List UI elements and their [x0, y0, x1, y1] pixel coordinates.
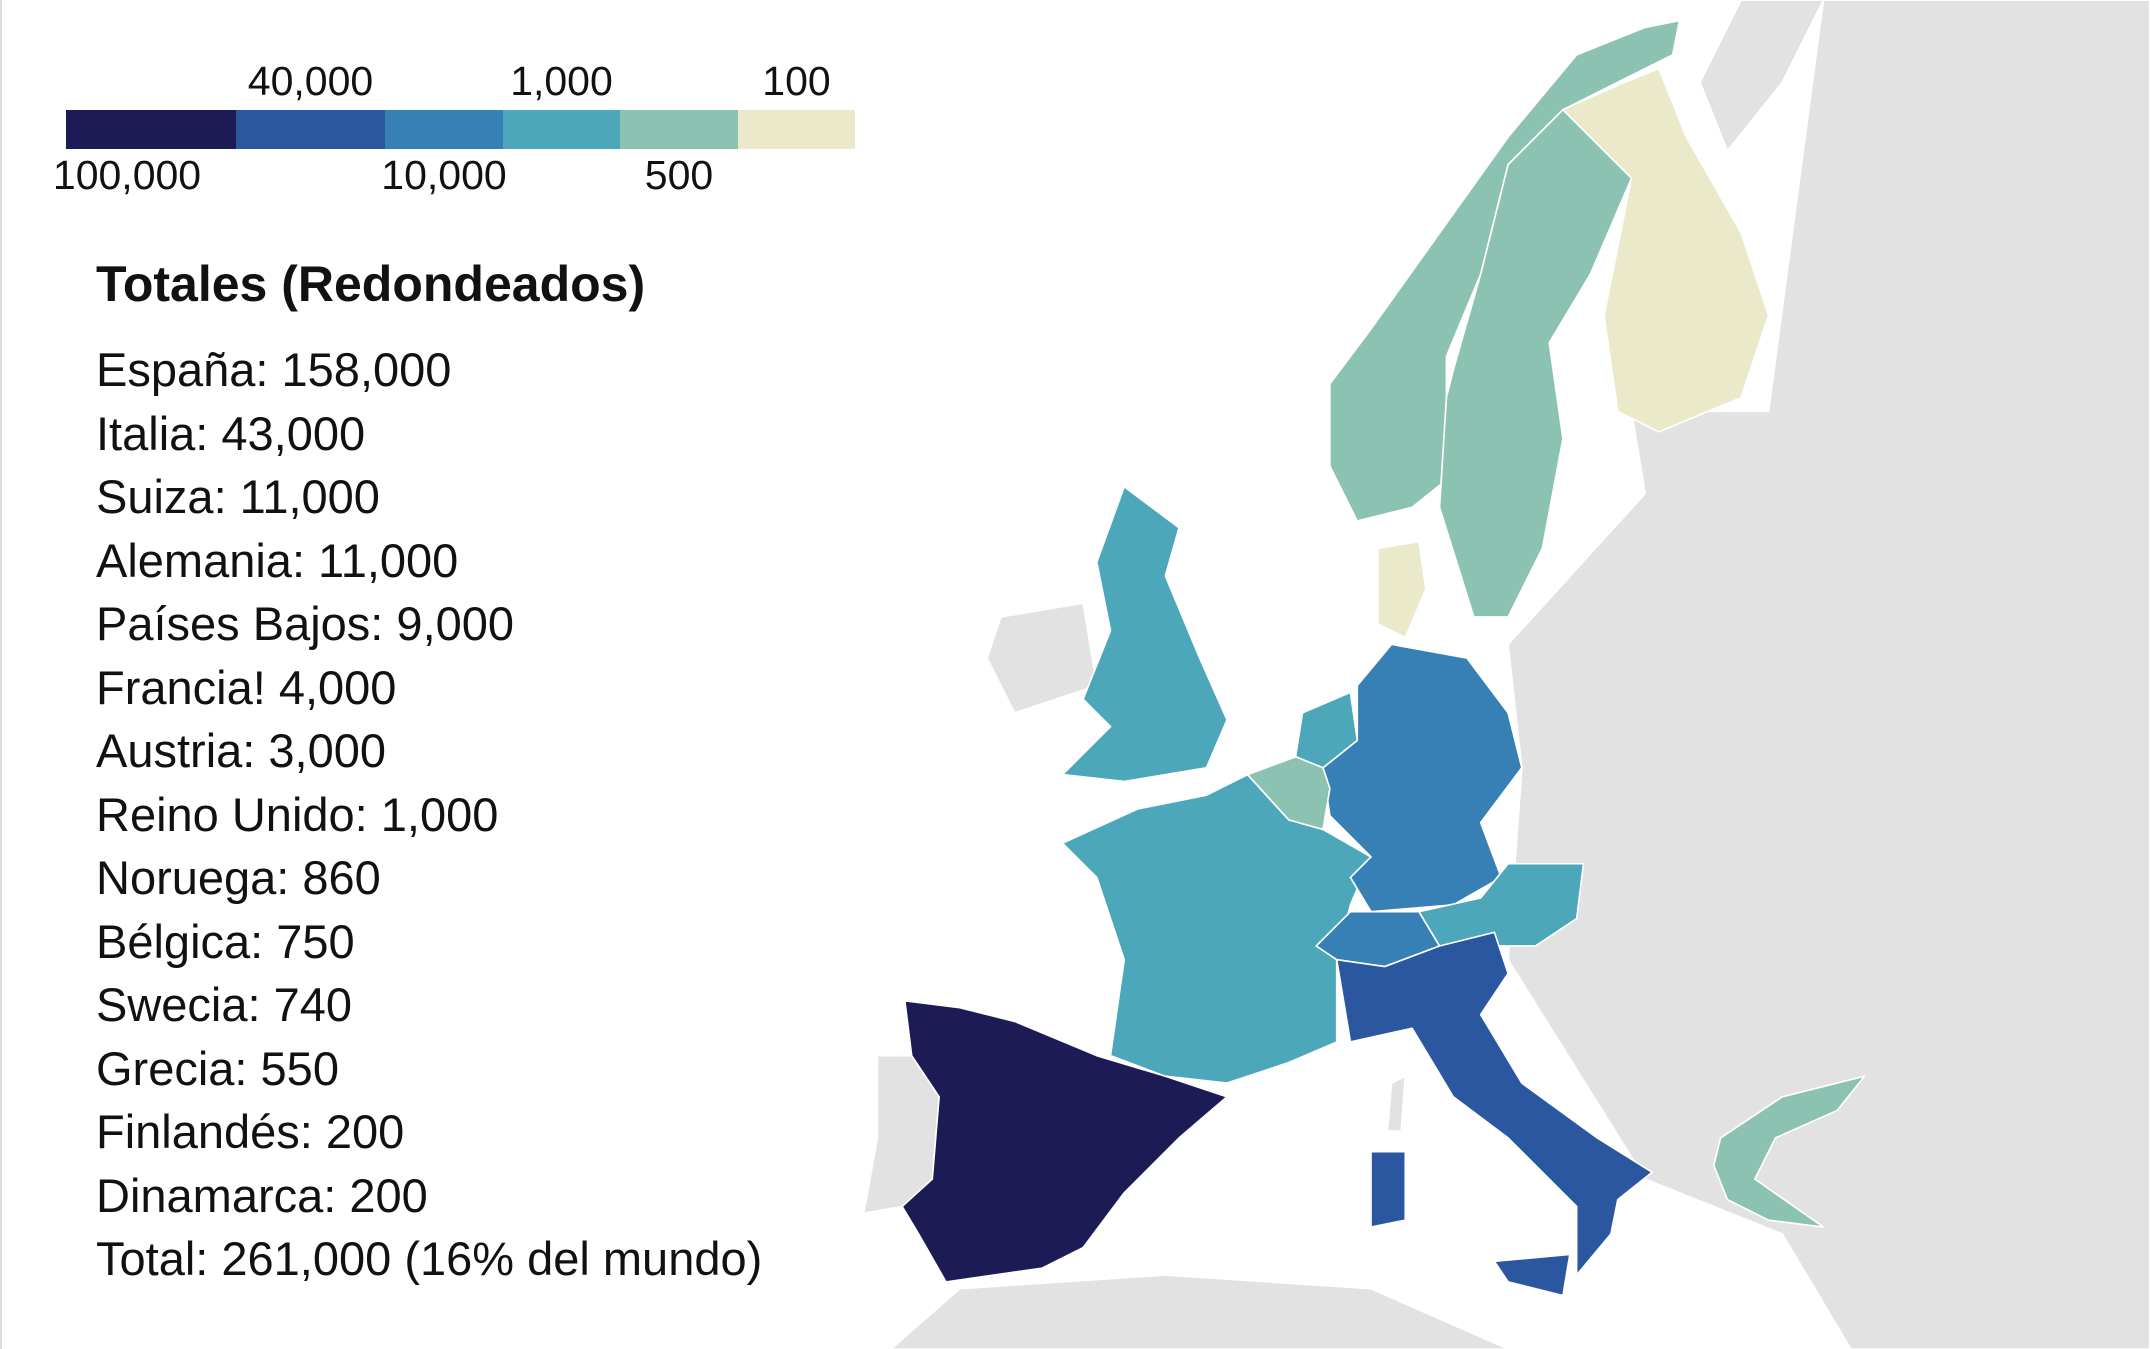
belgium [1246, 755, 1331, 831]
total-line: Total: 261,000 (16% del mundo) [96, 1232, 763, 1285]
total-line: Dinamarca: 200 [96, 1168, 428, 1222]
sardinia [1370, 1150, 1407, 1228]
legend-swatch [503, 110, 620, 149]
legend-swatch [385, 110, 503, 149]
corsica [1386, 1075, 1407, 1132]
panel-title: Totales (Redondeados) [96, 256, 646, 312]
total-line: Suiza: 11,000 [96, 470, 380, 523]
total-line: Italia: 43,000 [96, 406, 366, 460]
legend-swatch [620, 110, 738, 149]
totals-list: España: 158,000 Italia: 43,000 Suiza: 11,0… [96, 338, 762, 1291]
countries [862, 0, 2150, 1349]
sweden [1438, 108, 1633, 618]
total-line: Bélgica: 750 [96, 914, 355, 968]
total-line: Swecia: 740 [96, 978, 353, 1031]
legend-label: 100 [762, 58, 830, 104]
sicily [1493, 1253, 1571, 1297]
greece [1712, 1075, 1866, 1228]
total-line: Austria: 3,000 [96, 724, 387, 777]
legend-label: 100,000 [53, 152, 201, 198]
legend: 100,000 40,000 10,000 1,000 500 100 [53, 58, 855, 198]
total-line: Alemania: 11,000 [96, 533, 459, 587]
united-kingdom [1061, 485, 1228, 783]
total-line: España: 158,000 [96, 343, 452, 396]
legend-swatch [738, 110, 855, 149]
netherlands [1294, 691, 1359, 769]
legend-label: 10,000 [381, 152, 506, 198]
legend-swatch [66, 110, 236, 149]
spain [901, 1000, 1228, 1283]
finland [1562, 67, 1770, 433]
legend-label: 1,000 [510, 58, 613, 104]
legend-swatch [236, 110, 385, 149]
ireland [986, 602, 1098, 714]
denmark [1377, 540, 1427, 639]
north-africa [890, 1274, 1509, 1349]
total-line: Francia! 4,000 [96, 660, 397, 714]
legend-label: 500 [645, 152, 713, 198]
total-line: Grecia: 550 [96, 1041, 339, 1095]
total-line: Noruega: 860 [96, 851, 381, 904]
legend-label: 40,000 [248, 58, 373, 104]
other-countries [1699, 0, 1825, 152]
italy [1335, 931, 1653, 1276]
total-line: Reino Unido: 1,000 [96, 787, 499, 841]
total-line: Finlandés: 200 [96, 1105, 405, 1158]
total-line: Países Bajos: 9,000 [96, 597, 515, 650]
norway [1329, 19, 1681, 522]
